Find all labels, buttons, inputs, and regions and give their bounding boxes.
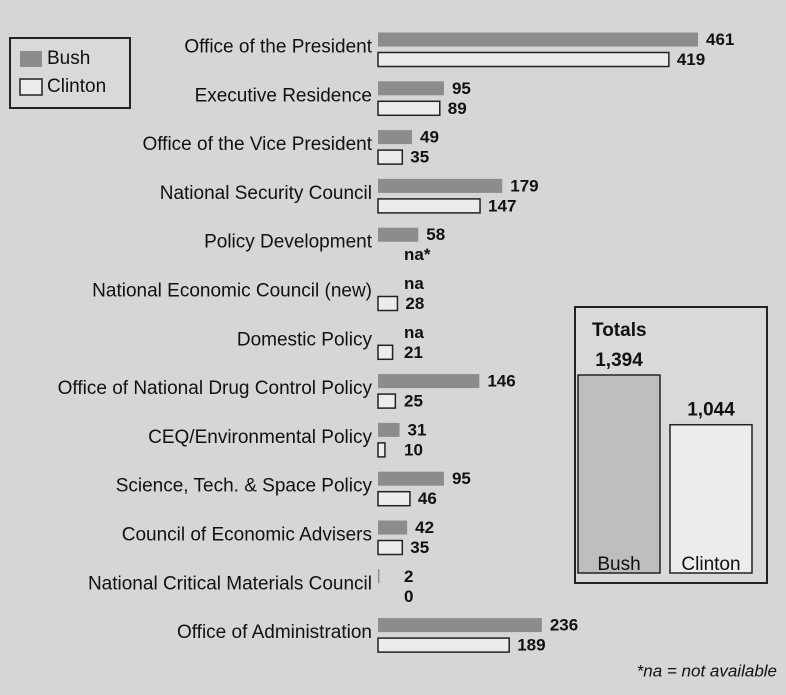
value-label: 147 <box>488 196 516 215</box>
bar <box>378 394 395 408</box>
value-label: 58 <box>426 225 445 244</box>
value-label: 31 <box>408 420 427 439</box>
value-label: 95 <box>452 79 471 98</box>
value-label: 21 <box>404 343 423 362</box>
total-label: 1,044 <box>687 400 735 421</box>
total-bar <box>670 425 752 573</box>
bar <box>378 179 502 193</box>
value-label: 146 <box>487 372 515 391</box>
value-label: 189 <box>517 636 545 655</box>
bar <box>378 101 440 115</box>
total-category: Clinton <box>681 554 740 575</box>
legend-label: Clinton <box>47 76 106 97</box>
bar <box>378 638 509 652</box>
value-label: na <box>404 274 424 293</box>
category-label: Office of the Vice President <box>142 134 372 155</box>
bar <box>378 130 412 144</box>
category-label: Science, Tech. & Space Policy <box>116 476 373 497</box>
category-label: Office of the President <box>184 37 372 58</box>
value-label: 419 <box>677 50 705 69</box>
value-label: 461 <box>706 30 734 49</box>
category-label: Office of National Drug Control Policy <box>58 378 373 399</box>
category-label: Policy Development <box>204 232 373 253</box>
bar <box>378 53 669 67</box>
value-label: 25 <box>404 392 423 411</box>
legend-label: Bush <box>47 48 90 69</box>
bar <box>378 443 385 457</box>
bar <box>378 492 410 506</box>
bar <box>378 521 407 535</box>
bar <box>378 618 542 632</box>
value-label: 95 <box>452 469 471 488</box>
bar <box>378 472 444 486</box>
category-label: National Economic Council (new) <box>92 281 372 302</box>
bar <box>378 228 418 242</box>
footnote: *na = not available <box>637 661 777 680</box>
value-label: na* <box>404 245 431 264</box>
bar <box>378 81 444 95</box>
category-label: National Security Council <box>160 183 372 204</box>
total-label: 1,394 <box>595 350 643 371</box>
value-label: 46 <box>418 489 437 508</box>
category-label: CEQ/Environmental Policy <box>148 427 372 448</box>
value-label: na <box>404 323 424 342</box>
value-label: 2 <box>404 567 413 586</box>
value-label: 42 <box>415 518 434 537</box>
value-label: 89 <box>448 99 467 118</box>
value-label: 35 <box>410 148 429 167</box>
category-label: Council of Economic Advisers <box>122 525 372 546</box>
bar <box>378 33 698 47</box>
value-label: 0 <box>404 587 413 606</box>
bar <box>378 199 480 213</box>
bar <box>378 569 379 583</box>
value-label: 28 <box>405 294 424 313</box>
total-category: Bush <box>597 554 640 575</box>
category-label: Executive Residence <box>195 85 372 106</box>
category-label: National Critical Materials Council <box>88 573 372 594</box>
chart: Totals *na = not available Bush Clinton Of… <box>0 0 786 695</box>
value-label: 236 <box>550 616 578 635</box>
category-label: Domestic Policy <box>237 329 373 350</box>
bar <box>378 423 400 437</box>
legend-swatch <box>20 79 42 95</box>
bar <box>378 297 397 311</box>
bar <box>378 345 393 359</box>
legend-swatch <box>20 51 42 67</box>
value-label: 10 <box>404 440 423 459</box>
value-label: 179 <box>510 176 538 195</box>
category-label: Office of Administration <box>177 622 372 643</box>
bar <box>378 541 402 555</box>
bar <box>378 374 479 388</box>
bar <box>378 150 402 164</box>
value-label: 35 <box>410 538 429 557</box>
value-label: 49 <box>420 128 439 147</box>
total-bar <box>578 375 660 573</box>
totals-title: Totals <box>592 320 647 341</box>
